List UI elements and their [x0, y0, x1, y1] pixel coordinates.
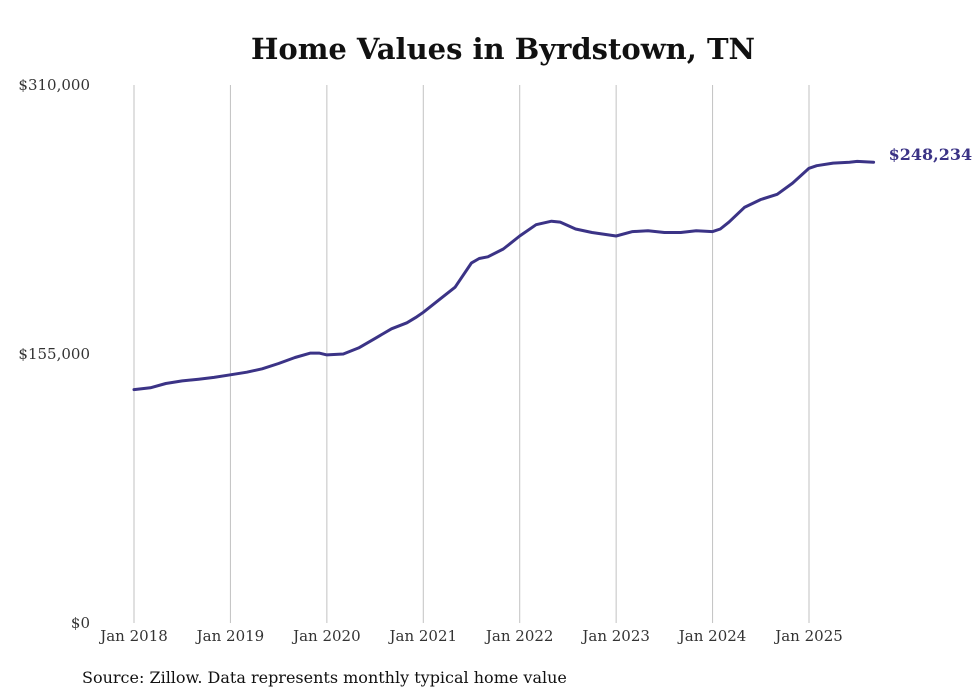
x-tick-label: Jan 2021 — [388, 627, 458, 645]
x-tick-label: Jan 2019 — [195, 627, 265, 645]
source-note: Source: Zillow. Data represents monthly … — [82, 668, 567, 687]
y-tick-label: $310,000 — [18, 76, 90, 94]
gridlines — [133, 85, 810, 623]
y-tick-label: $0 — [71, 614, 90, 632]
x-tick-label: Jan 2020 — [291, 627, 361, 645]
x-tick-label: Jan 2022 — [484, 627, 554, 645]
series-line — [132, 159, 876, 392]
y-axis-ticks: $0 $155,000 $310,000 — [18, 76, 90, 632]
chart-title: Home Values in Byrdstown, TN — [251, 32, 755, 66]
series-layer: $248,234 — [132, 145, 973, 392]
x-tick-label: Jan 2024 — [677, 627, 747, 645]
x-tick-label: Jan 2025 — [773, 627, 843, 645]
x-tick-label: Jan 2018 — [98, 627, 168, 645]
y-tick-label: $155,000 — [18, 345, 90, 363]
x-axis-ticks: Jan 2018 Jan 2019 Jan 2020 Jan 2021 Jan 2022… — [98, 627, 843, 645]
x-tick-label: Jan 2023 — [580, 627, 650, 645]
end-value-label: $248,234 — [889, 145, 973, 164]
